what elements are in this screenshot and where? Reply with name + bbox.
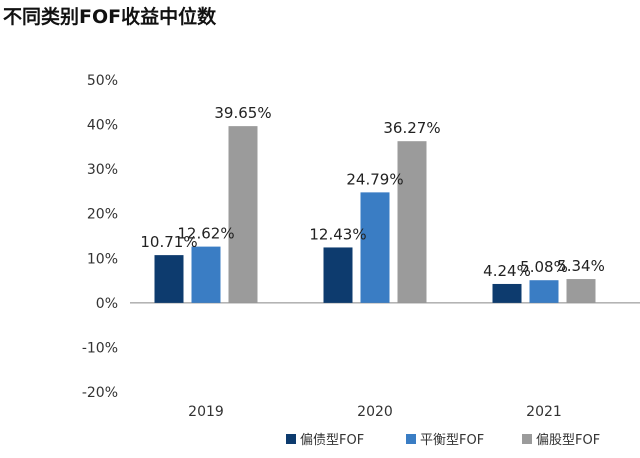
data-label: 24.79% xyxy=(346,170,403,188)
bar-2021-series-3 xyxy=(566,279,596,303)
bar-2020-series-3 xyxy=(397,141,427,303)
y-tick-label: 20% xyxy=(87,207,118,223)
y-tick-label: 50% xyxy=(87,73,118,89)
legend-label: 平衡型FOF xyxy=(420,433,484,448)
y-tick-label: -20% xyxy=(82,385,118,401)
y-axis: 50% 40% 30% 20% 10% 0% -10% -20% xyxy=(82,73,640,401)
bar-2019-series-2 xyxy=(191,246,221,303)
y-tick-label: -10% xyxy=(82,340,118,356)
data-label: 12.43% xyxy=(309,225,366,243)
x-tick-label: 2021 xyxy=(526,404,562,420)
data-label: 4.24% xyxy=(483,262,531,280)
bar-2019-series-3 xyxy=(228,126,258,303)
legend-label: 偏股型FOF xyxy=(536,433,600,448)
data-label: 36.27% xyxy=(383,119,440,137)
bar-2021-series-1 xyxy=(492,283,522,303)
x-tick-label: 2019 xyxy=(188,404,224,420)
chart-title: 不同类别FOF收益中位数 xyxy=(3,6,217,28)
y-tick-label: 0% xyxy=(96,296,118,312)
bar-2020-series-1 xyxy=(323,247,353,303)
data-label: 10.71% xyxy=(140,233,197,251)
bars xyxy=(154,126,596,303)
legend-swatch xyxy=(406,434,416,444)
legend-swatch xyxy=(286,434,296,444)
x-axis: 2019 2020 2021 xyxy=(188,404,562,420)
y-tick-label: 40% xyxy=(87,118,118,134)
bar-2021-series-2 xyxy=(529,280,559,303)
data-label: 5.08% xyxy=(520,258,568,276)
data-label: 12.62% xyxy=(177,225,234,243)
bar-2019-series-1 xyxy=(154,255,184,303)
bar-2020-series-2 xyxy=(360,192,390,303)
y-tick-label: 30% xyxy=(87,162,118,178)
legend-swatch xyxy=(522,434,532,444)
data-label: 39.65% xyxy=(214,104,271,122)
y-tick-label: 10% xyxy=(87,251,118,267)
legend-label: 偏债型FOF xyxy=(300,433,364,448)
data-labels: 10.71%12.62% 39.65% 12.43% 24.79% 36.27% 4.24… xyxy=(140,104,604,280)
x-tick-label: 2020 xyxy=(357,404,393,420)
legend: 偏债型FOF 平衡型FOF 偏股型FOF xyxy=(286,433,600,448)
data-label: 5.34% xyxy=(557,257,605,275)
